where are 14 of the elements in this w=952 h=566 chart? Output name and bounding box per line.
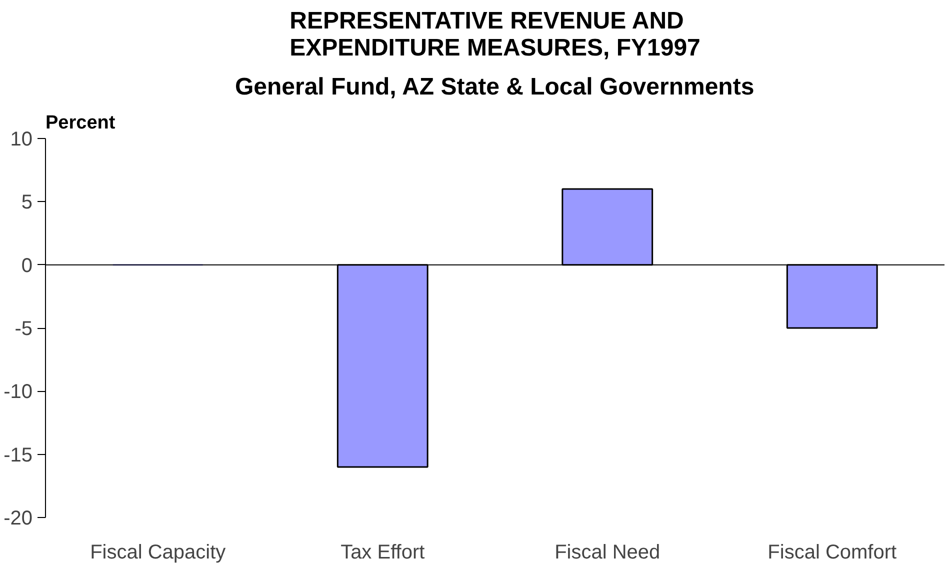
- x-tick-label: Tax Effort: [340, 542, 426, 564]
- x-tick-label: Fiscal Capacity: [90, 542, 226, 564]
- y-axis-title: Percent: [46, 112, 116, 134]
- y-tick-label: -20: [4, 508, 32, 530]
- chart-subtitle: General Fund, AZ State & Local Governments: [234, 74, 754, 100]
- y-tick-label: 10: [10, 128, 33, 150]
- chart-title: REPRESENTATIVE REVENUE AND EXPENDITURE MEASURES, FY1997: [290, 8, 700, 62]
- y-tick-label: -5: [14, 318, 33, 340]
- y-tick-label: -15: [4, 444, 32, 466]
- x-tick-label: Fiscal Comfort: [768, 542, 898, 564]
- y-tick-label: -10: [4, 381, 32, 404]
- x-tick-label: Fiscal Need: [554, 542, 660, 564]
- y-tick-label: 5: [21, 192, 32, 214]
- y-tick-label: 0: [21, 254, 32, 277]
